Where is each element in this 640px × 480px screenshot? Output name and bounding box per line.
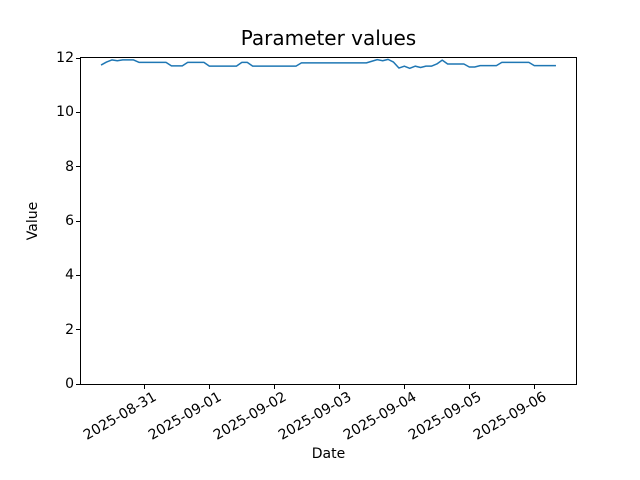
x-tick-mark [143, 385, 145, 389]
x-tick-label: 2025-08-31 [80, 389, 160, 444]
series-line [100, 58, 556, 70]
x-tick-label: 2025-09-04 [340, 389, 420, 444]
y-tick-label: 10 [56, 104, 74, 121]
y-tick-mark [76, 57, 80, 59]
y-tick-mark [76, 329, 80, 331]
x-tick-mark [403, 385, 405, 389]
x-tick-label: 2025-09-03 [275, 389, 355, 444]
y-tick-mark [76, 383, 80, 385]
x-tick-label: 2025-09-02 [210, 389, 290, 444]
y-tick-label: 4 [65, 267, 74, 284]
y-tick-label: 12 [56, 50, 74, 66]
plot-area [80, 57, 577, 385]
x-tick-mark [468, 385, 470, 389]
y-tick-mark [76, 274, 80, 276]
x-tick-mark [338, 385, 340, 389]
y-tick-label: 8 [65, 158, 74, 175]
x-tick-label: 2025-09-01 [145, 389, 225, 444]
x-tick-label: 2025-09-06 [470, 389, 550, 444]
y-tick-label: 2 [65, 321, 74, 338]
chart-title: Parameter values [240, 26, 417, 50]
y-tick-label: 0 [65, 376, 74, 392]
x-axis-label: Date [311, 446, 346, 462]
x-tick-mark [273, 385, 275, 389]
y-tick-mark [76, 220, 80, 222]
x-tick-label: 2025-09-05 [405, 389, 485, 444]
x-tick-mark [208, 385, 210, 389]
y-tick-mark [76, 166, 80, 168]
plot-svg [100, 58, 556, 70]
y-tick-mark [76, 111, 80, 113]
y-tick-label: 6 [65, 213, 74, 229]
x-tick-mark [533, 385, 535, 389]
